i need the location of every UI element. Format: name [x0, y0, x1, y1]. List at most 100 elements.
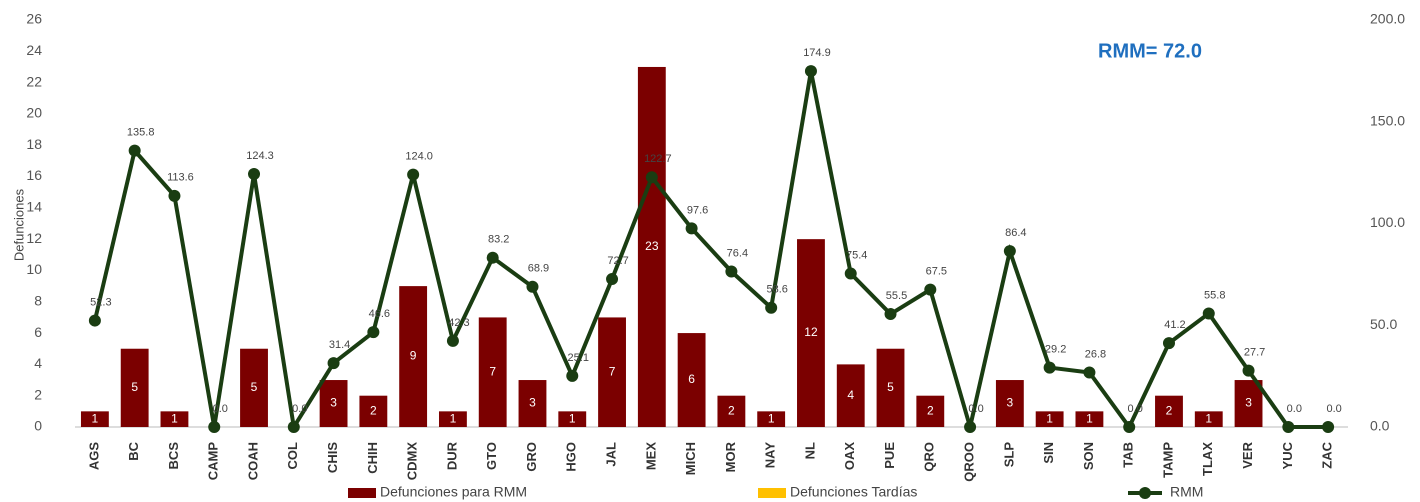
line-point [1242, 364, 1255, 377]
bar [836, 364, 865, 427]
legend-label: RMM [1170, 484, 1203, 500]
bar [518, 380, 547, 427]
line-label: 55.8 [1204, 289, 1225, 301]
bar [438, 411, 467, 427]
x-tick-label: MICH [683, 442, 698, 475]
x-tick-label: OAX [842, 442, 857, 471]
line-point [566, 369, 579, 382]
line-label: 0.0 [1326, 403, 1341, 415]
line-point [287, 421, 300, 433]
bar [757, 411, 786, 427]
x-tick-label: MOR [723, 441, 738, 472]
bar-label: 23 [645, 239, 659, 253]
x-tick-label: COL [285, 442, 300, 470]
y-tick-label: 4 [34, 355, 42, 371]
line-label: 174.9 [803, 47, 831, 59]
bar [1234, 380, 1263, 427]
y-tick-label: 8 [34, 292, 42, 308]
bar [478, 317, 507, 427]
line-point [1123, 421, 1136, 433]
line-label: 42.3 [448, 317, 469, 329]
legend-label: Defunciones para RMM [380, 484, 527, 500]
x-tick-label: NAY [763, 442, 778, 469]
bar [1194, 411, 1223, 427]
bar-label: 5 [251, 380, 258, 394]
y-tick-label: 26 [26, 11, 42, 27]
bar-label: 1 [92, 411, 99, 425]
y2-tick-label: 50.0 [1370, 316, 1397, 332]
y-tick-label: 20 [26, 105, 42, 121]
bar-label: 1 [1205, 411, 1212, 425]
line-label: 122.7 [644, 153, 672, 165]
y-tick-label: 16 [26, 167, 42, 183]
y-tick-label: 10 [26, 261, 42, 277]
x-tick-label: CHIS [325, 442, 340, 473]
bar [598, 317, 626, 427]
line-label: 31.4 [329, 339, 350, 351]
x-tick-label: DUR [444, 441, 459, 470]
bar-label: 3 [1007, 396, 1014, 410]
bar [637, 66, 666, 427]
legend-label: Defunciones Tardías [790, 484, 917, 500]
x-tick-label: MEX [643, 442, 658, 471]
legend-swatch [758, 488, 786, 498]
line-point [685, 222, 698, 235]
y-tick-label: 2 [34, 386, 42, 402]
annotation: RMM= 72.0 [1098, 40, 1202, 62]
line-label: 0.0 [292, 403, 307, 415]
line-label: 0.0 [213, 403, 228, 415]
x-tick-label: BC [126, 441, 141, 460]
line-point [1003, 245, 1016, 258]
x-tick-label: CAMP [206, 442, 221, 481]
bar [916, 395, 945, 427]
bar-label: 4 [847, 388, 854, 402]
x-tick-label: GRO [524, 442, 539, 472]
y-tick-label: 12 [26, 230, 42, 246]
x-tick-label: NL [802, 442, 817, 459]
bar-label: 1 [450, 411, 457, 425]
line-label: 135.8 [127, 127, 155, 139]
x-tick-label: YUC [1280, 441, 1295, 469]
x-tick-label: GTO [484, 442, 499, 470]
line-point [1202, 307, 1215, 320]
line-point [1162, 337, 1175, 350]
bar-label: 5 [887, 380, 894, 394]
x-tick-label: COAH [245, 442, 260, 480]
y-tick-label: 24 [26, 42, 42, 58]
line-label: 26.8 [1085, 348, 1106, 360]
line-label: 97.6 [687, 204, 708, 216]
line-label: 76.4 [727, 247, 748, 259]
y-tick-label: 0 [34, 418, 42, 434]
bar [160, 411, 189, 427]
bar [319, 380, 348, 427]
y2-tick-label: 0.0 [1370, 418, 1390, 434]
bar [717, 395, 746, 427]
legend-swatch [1139, 487, 1151, 499]
x-tick-label: VER [1240, 441, 1255, 468]
bar-label: 9 [410, 349, 417, 363]
bar [1035, 411, 1064, 427]
y-tick-label: 6 [34, 324, 42, 340]
line-point [844, 267, 857, 280]
bar [995, 380, 1024, 427]
x-tick-label: BCS [166, 442, 181, 470]
line-label: 0.0 [968, 403, 983, 415]
bar-label: 1 [768, 411, 775, 425]
x-tick-label: QRO [922, 442, 937, 472]
x-tick-label: QROO [962, 442, 977, 482]
bar [399, 286, 428, 427]
line-label: 55.5 [886, 290, 907, 302]
line-label: 29.2 [1045, 343, 1066, 355]
line-point [248, 168, 261, 181]
line-label: 58.6 [766, 284, 787, 296]
x-tick-label: PUE [882, 442, 897, 469]
line-point [526, 280, 539, 293]
bar [80, 411, 109, 427]
line-point [606, 273, 619, 286]
bar-label: 1 [1086, 411, 1093, 425]
x-tick-label: TLAX [1200, 442, 1215, 476]
bar-label: 1 [1046, 411, 1053, 425]
bar [558, 411, 587, 427]
line-label: 67.5 [926, 266, 947, 278]
bar-label: 1 [171, 411, 178, 425]
